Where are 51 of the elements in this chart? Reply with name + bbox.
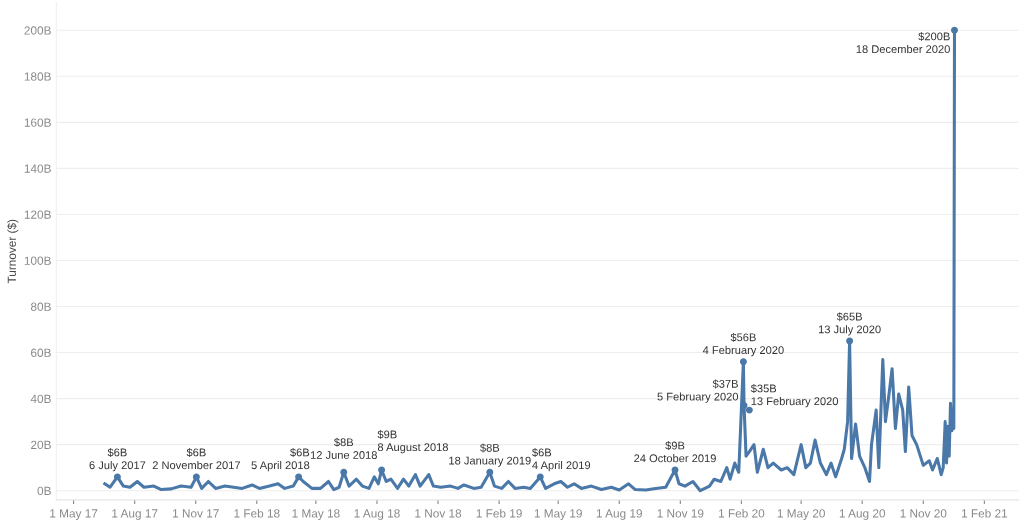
y-tick-label: 80B xyxy=(30,302,51,311)
point xyxy=(340,468,348,476)
x-tick-label: 1 May 17 xyxy=(50,509,98,520)
point xyxy=(192,473,200,481)
annotation: $6B 4 April 2019 xyxy=(532,448,591,472)
point xyxy=(739,358,747,366)
point xyxy=(536,473,544,481)
y-tick-label: 40B xyxy=(30,394,51,404)
x-tick-label: 1 May 19 xyxy=(534,509,582,520)
x-tick-label: 1 Feb 19 xyxy=(476,508,522,518)
annotation: $56B 4 February 2020 xyxy=(702,332,784,357)
x-tick-label: 1 Feb 18 xyxy=(234,508,280,518)
point xyxy=(486,468,494,476)
y-tick-label: 140B xyxy=(24,164,51,173)
annotation: $6B 5 April 2018 xyxy=(251,448,310,472)
y-tick-label: 0B xyxy=(37,486,51,496)
y-axis-title: Turnover ($) xyxy=(7,219,19,284)
point xyxy=(846,337,854,345)
x-tick-label: 1 Nov 19 xyxy=(657,509,704,518)
annotation: $8B 12 June 2018 xyxy=(310,437,377,459)
point xyxy=(378,466,386,474)
x-tick-label: 1 Aug 19 xyxy=(596,509,642,520)
point xyxy=(951,26,958,34)
x-tick-label: 1 Aug 18 xyxy=(354,509,400,520)
annotation: $6B 6 July 2017 xyxy=(89,448,146,472)
x-tick-label: 1 Feb 21 xyxy=(961,508,1008,518)
point xyxy=(295,473,303,481)
annotation: $6B 2 November 2017 xyxy=(152,448,240,470)
annotation: $9B 24 October 2019 xyxy=(634,441,716,463)
y-tick-label: 120B xyxy=(24,210,51,219)
x-tick-label: 1 Nov 17 xyxy=(173,509,219,518)
x-tick-label: 1 Aug 17 xyxy=(112,509,158,520)
x-tick-label: 1 May 20 xyxy=(777,509,825,520)
annotation: $200B 18 December 2020 xyxy=(856,31,950,54)
annotation: $65B 13 July 2020 xyxy=(818,312,881,336)
y-tick-label: 20B xyxy=(31,440,51,450)
x-tick-label: 1 Aug 20 xyxy=(839,509,886,520)
y-tick-label: 60B xyxy=(31,348,51,357)
y-tick-label: 180B xyxy=(24,72,51,81)
annotation: $35B 13 February 2020 xyxy=(750,384,839,408)
annotation: $37B 5 February 2020 xyxy=(657,379,739,403)
y-tick-label: 100B xyxy=(24,256,51,265)
y-tick-label: 160B xyxy=(24,118,51,127)
y-tick-label: 200B xyxy=(24,26,51,35)
annotation: $9B 8 August 2018 xyxy=(377,430,448,454)
x-tick-label: 1 May 18 xyxy=(292,509,340,520)
point xyxy=(113,473,121,481)
x-tick-label: 1 Nov 20 xyxy=(900,509,947,518)
x-tick-label: 1 Nov 18 xyxy=(415,509,462,518)
x-tick-label: 1 Feb 20 xyxy=(719,508,765,518)
annotation: $8B 18 January 2019 xyxy=(449,443,531,467)
